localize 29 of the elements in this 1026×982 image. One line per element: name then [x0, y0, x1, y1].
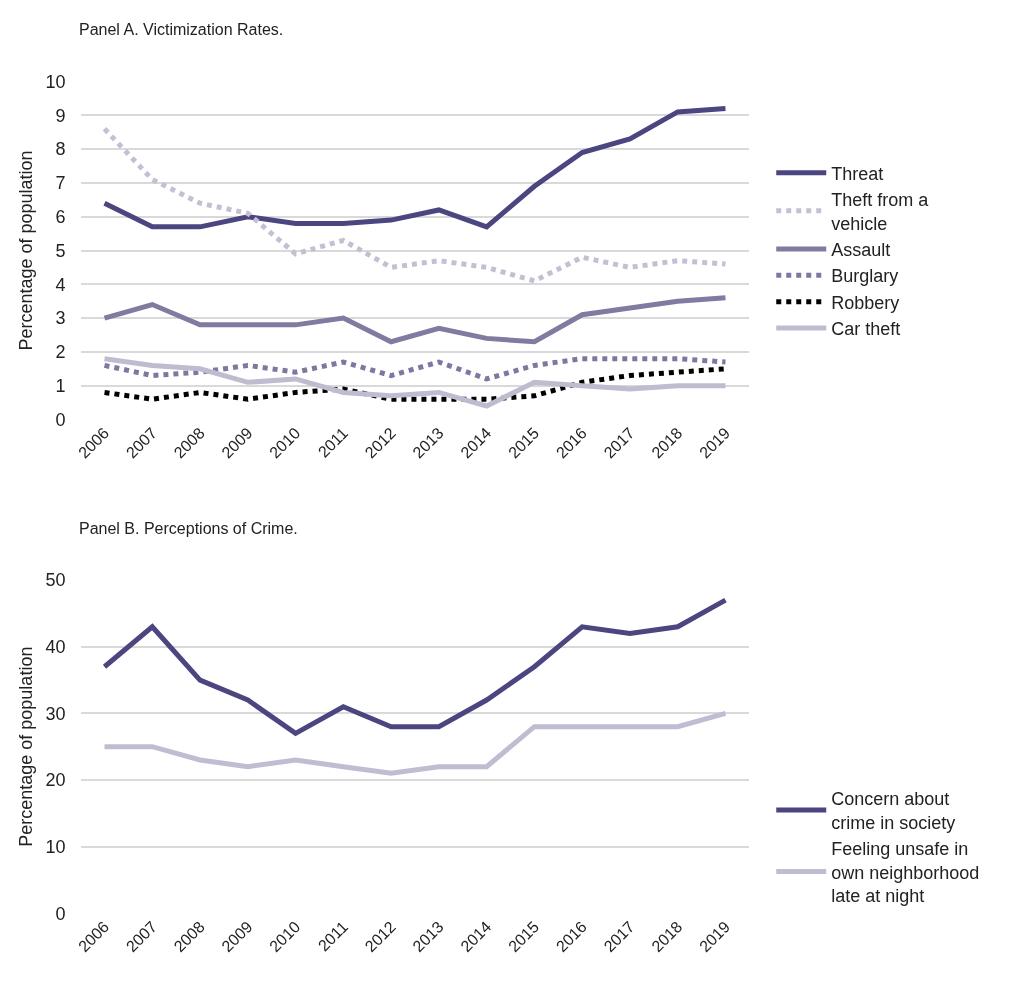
y-tick-label: 3 [55, 308, 66, 329]
y-tick-label: 5 [55, 240, 66, 261]
y-tick-label: 4 [55, 274, 66, 295]
legend-label: Assault [831, 239, 891, 260]
y-tick-label: 7 [55, 173, 66, 194]
y-tick-label: 50 [45, 570, 66, 591]
legend-label: Feeling unsafe in own neighborhood late at night [831, 839, 980, 907]
y-tick-label: 10 [45, 71, 66, 92]
y-axis-title: Percentage of population [15, 150, 36, 351]
y-tick-label: 6 [55, 207, 66, 227]
legend-label: Robbery [831, 292, 900, 313]
legend-label: Concern about crime in society [831, 789, 956, 833]
legend-label: Burglary [831, 266, 899, 287]
y-tick-label: 1 [55, 375, 66, 396]
y-axis-title: Percentage of population [15, 646, 36, 847]
y-tick-label: 40 [45, 637, 66, 658]
y-tick-label: 20 [45, 770, 66, 791]
y-tick-label: 2 [55, 342, 66, 363]
y-tick-label: 0 [55, 409, 66, 430]
y-tick-label: 9 [55, 105, 66, 126]
legend-label: Car theft [831, 319, 901, 340]
legend-label: Theft from a vehicle [831, 190, 930, 234]
y-tick-label: 0 [55, 903, 66, 924]
chart-title: Panel A. Victimization Rates. [79, 21, 284, 38]
legend-label: Threat [831, 163, 884, 184]
y-tick-label: 10 [45, 836, 66, 857]
y-tick-label: 8 [55, 139, 66, 160]
chart-title: Panel B. Perceptions of Crime. [79, 520, 298, 537]
y-tick-label: 30 [45, 703, 66, 724]
